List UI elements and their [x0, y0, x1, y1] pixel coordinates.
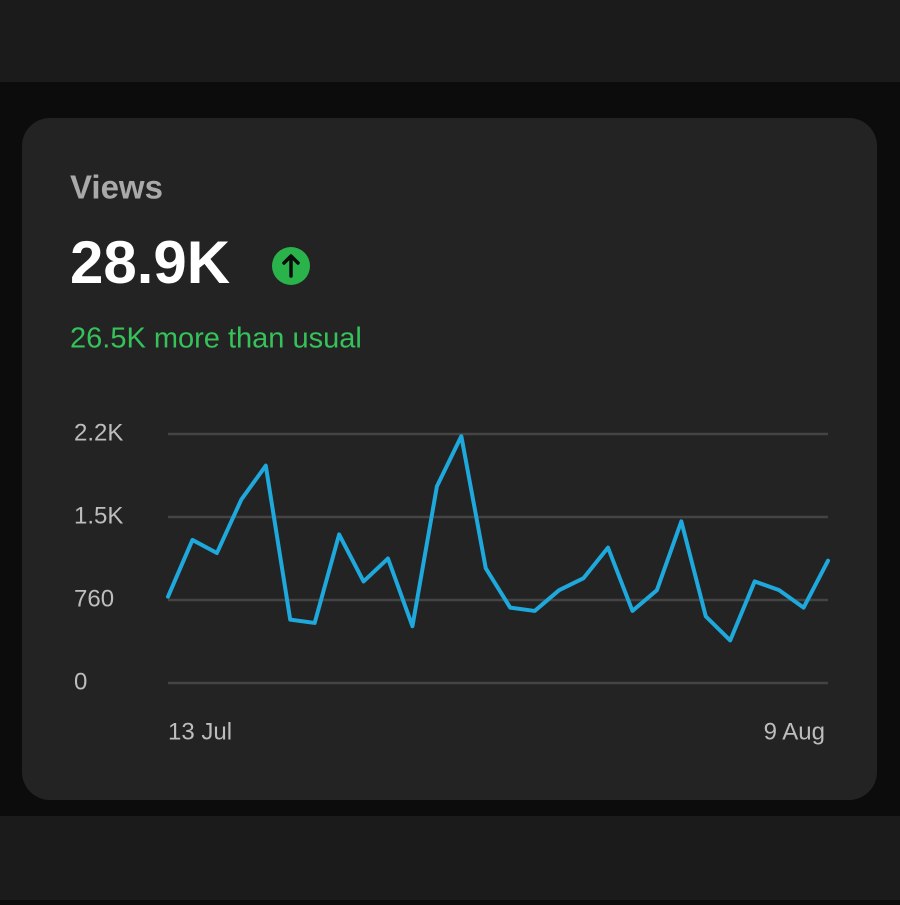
y-tick-label: 0 [74, 668, 87, 695]
y-tick-label: 760 [74, 585, 114, 612]
x-tick-label: 13 Jul [168, 718, 232, 745]
up-arrow [282, 254, 300, 278]
headline-value: 28.9K [70, 229, 230, 296]
y-tick-label: 1.5K [74, 502, 123, 529]
up-icon [272, 247, 310, 285]
card-title: Views [70, 169, 163, 206]
bottom-band [0, 816, 900, 900]
headline-note: 26.5K more than usual [70, 323, 362, 355]
top-band [0, 0, 900, 82]
x-tick-label: 9 Aug [764, 718, 825, 745]
views-line [166, 434, 830, 643]
y-tick-label: 2.2K [74, 419, 123, 446]
